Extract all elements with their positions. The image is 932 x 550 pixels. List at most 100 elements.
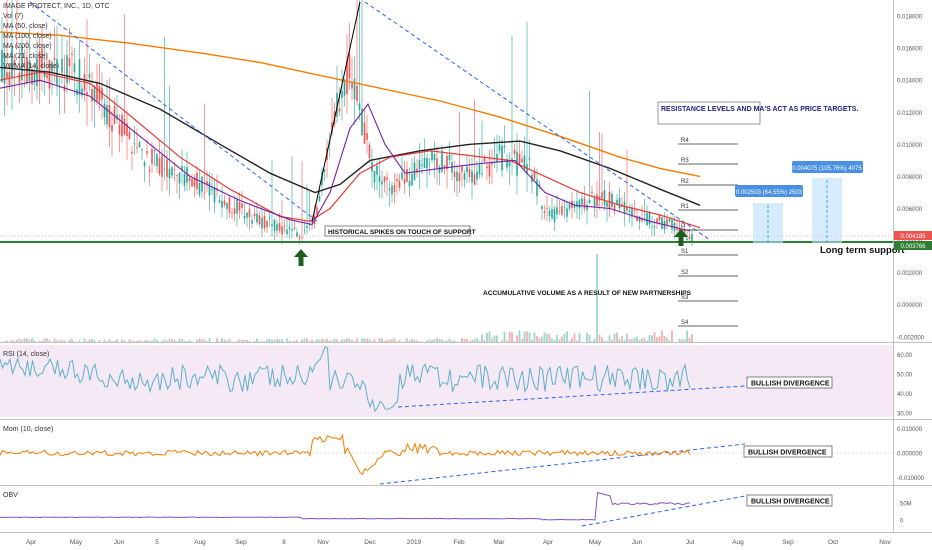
candle-body: [31, 69, 33, 85]
candle-body: [223, 200, 226, 206]
volume-bar: [453, 340, 456, 342]
candle-body: [73, 63, 76, 73]
volume-bar: [343, 338, 346, 342]
candle-body: [521, 158, 523, 163]
candle-body: [128, 131, 131, 139]
candle-body: [86, 92, 88, 95]
price-axis: 0.018000 0.016000 0.014000 0.012000 0.010000…: [897, 15, 925, 342]
candle-body: [616, 199, 618, 205]
volume-bar: [463, 338, 466, 342]
annotation-resistance[interactable]: RESISTANCE LEVELS AND MA'S ACT AS PRICE …: [657, 101, 858, 125]
candle-body: [286, 229, 288, 235]
volume-bar: [18, 338, 21, 342]
candle-body: [383, 176, 386, 182]
candle-body: [603, 190, 606, 205]
candle-body: [218, 200, 221, 203]
candle-body: [628, 210, 631, 212]
legend-indicator[interactable]: MA (21, close): [3, 53, 48, 60]
candle-body: [16, 45, 18, 47]
obv-axis: 50M 0: [900, 502, 912, 525]
legend-indicator[interactable]: VWMA (14, close): [3, 63, 60, 70]
measure-box-1[interactable]: 0.002503 (64.55%) 2503: [735, 185, 803, 243]
annotation-volume-text: ACCUMULATIVE VOLUME AS A RESULT OF NEW P…: [483, 290, 692, 297]
rsi-tick-label: 60.00: [897, 353, 913, 359]
legend-indicator[interactable]: Vol (7): [3, 13, 24, 20]
time-tick-label: Jun: [632, 539, 643, 546]
volume-bar: [628, 339, 631, 342]
volume-bar: [243, 339, 246, 342]
volume-bar: [451, 340, 453, 342]
candle-body: [511, 158, 513, 161]
volume-bar: [551, 338, 553, 342]
candle-body: [56, 59, 58, 85]
volume-bar: [113, 340, 116, 342]
candle-body: [591, 191, 593, 193]
obv-divergence-text: BULLISH DIVERGENCE: [751, 499, 830, 506]
legend-indicator[interactable]: MA (200, close): [3, 43, 52, 50]
candle-body: [196, 172, 198, 189]
volume-bar: [206, 341, 208, 342]
volume-bar: [353, 341, 356, 342]
annotation-volume[interactable]: ACCUMULATIVE VOLUME AS A RESULT OF NEW P…: [483, 290, 692, 297]
annotation-resistance-text: RESISTANCE LEVELS AND MA'S ACT AS PRICE …: [661, 106, 858, 113]
volume-bar: [546, 333, 548, 342]
volume-bar: [683, 339, 686, 342]
candle-body: [273, 219, 276, 231]
candle-body: [271, 224, 273, 227]
volume-bar: [398, 339, 401, 342]
annotation-spikes[interactable]: HISTORICAL SPIKES ON TOUCH OF SUPPORT: [324, 225, 476, 237]
volume-bar: [111, 341, 113, 342]
support-price-tag: 0.003766: [894, 241, 932, 250]
volume-bar: [543, 332, 546, 342]
volume-bar: [513, 341, 516, 342]
volume-bar: [576, 340, 578, 342]
candle-body: [381, 181, 383, 185]
measure-box-2[interactable]: 0.004075 (105.76%) 4075: [792, 161, 863, 243]
volume-bar: [273, 339, 276, 342]
volume-bar: [646, 340, 648, 342]
pivot-label: S4: [681, 320, 689, 326]
candle-body: [228, 197, 231, 213]
candle-body: [648, 211, 651, 225]
volume-bar: [73, 341, 76, 342]
volume-bar: [566, 331, 568, 342]
candle-body: [336, 93, 338, 117]
candle-body: [416, 168, 418, 173]
mom-divergence-label[interactable]: BULLISH DIVERGENCE: [743, 445, 833, 458]
candle-body: [141, 149, 143, 151]
candle-body: [93, 85, 96, 102]
volume-bar: [98, 340, 101, 342]
time-tick-label: Aug: [194, 539, 206, 546]
pivot-label: R2: [681, 179, 689, 185]
obv-label: OBV: [3, 492, 18, 499]
candle-body: [301, 236, 303, 238]
candle-body: [186, 167, 188, 183]
candle-body: [193, 177, 196, 187]
candle-body: [441, 150, 443, 172]
candle-body: [491, 162, 493, 165]
candle-body: [566, 208, 568, 217]
volume-bar: [168, 338, 171, 342]
obv-divergence-label[interactable]: BULLISH DIVERGENCE: [746, 494, 833, 507]
volume-bar: [26, 338, 28, 342]
legend-indicator[interactable]: MA (50, close): [3, 23, 48, 30]
legend-indicator[interactable]: MA (100, close): [3, 33, 52, 40]
volume-bar: [228, 338, 231, 342]
legend-symbol[interactable]: IMAGE PROTECT, INC., 1D, OTC: [3, 3, 110, 10]
volume-bar: [578, 333, 581, 342]
candle-body: [91, 88, 93, 102]
time-tick-label: May: [70, 539, 83, 546]
candle-body: [296, 232, 298, 237]
volume-bar: [313, 341, 316, 342]
volume-bar: [248, 340, 251, 342]
volume-bar: [691, 334, 693, 342]
candle-body: [363, 122, 366, 144]
candle-body: [346, 60, 348, 95]
volume-bar: [151, 340, 153, 342]
volume-bar: [138, 340, 141, 342]
volume-bar: [86, 341, 88, 342]
rsi-divergence-label[interactable]: BULLISH DIVERGENCE: [746, 376, 833, 389]
volume-bar: [623, 340, 626, 342]
volume-bar: [618, 338, 621, 342]
